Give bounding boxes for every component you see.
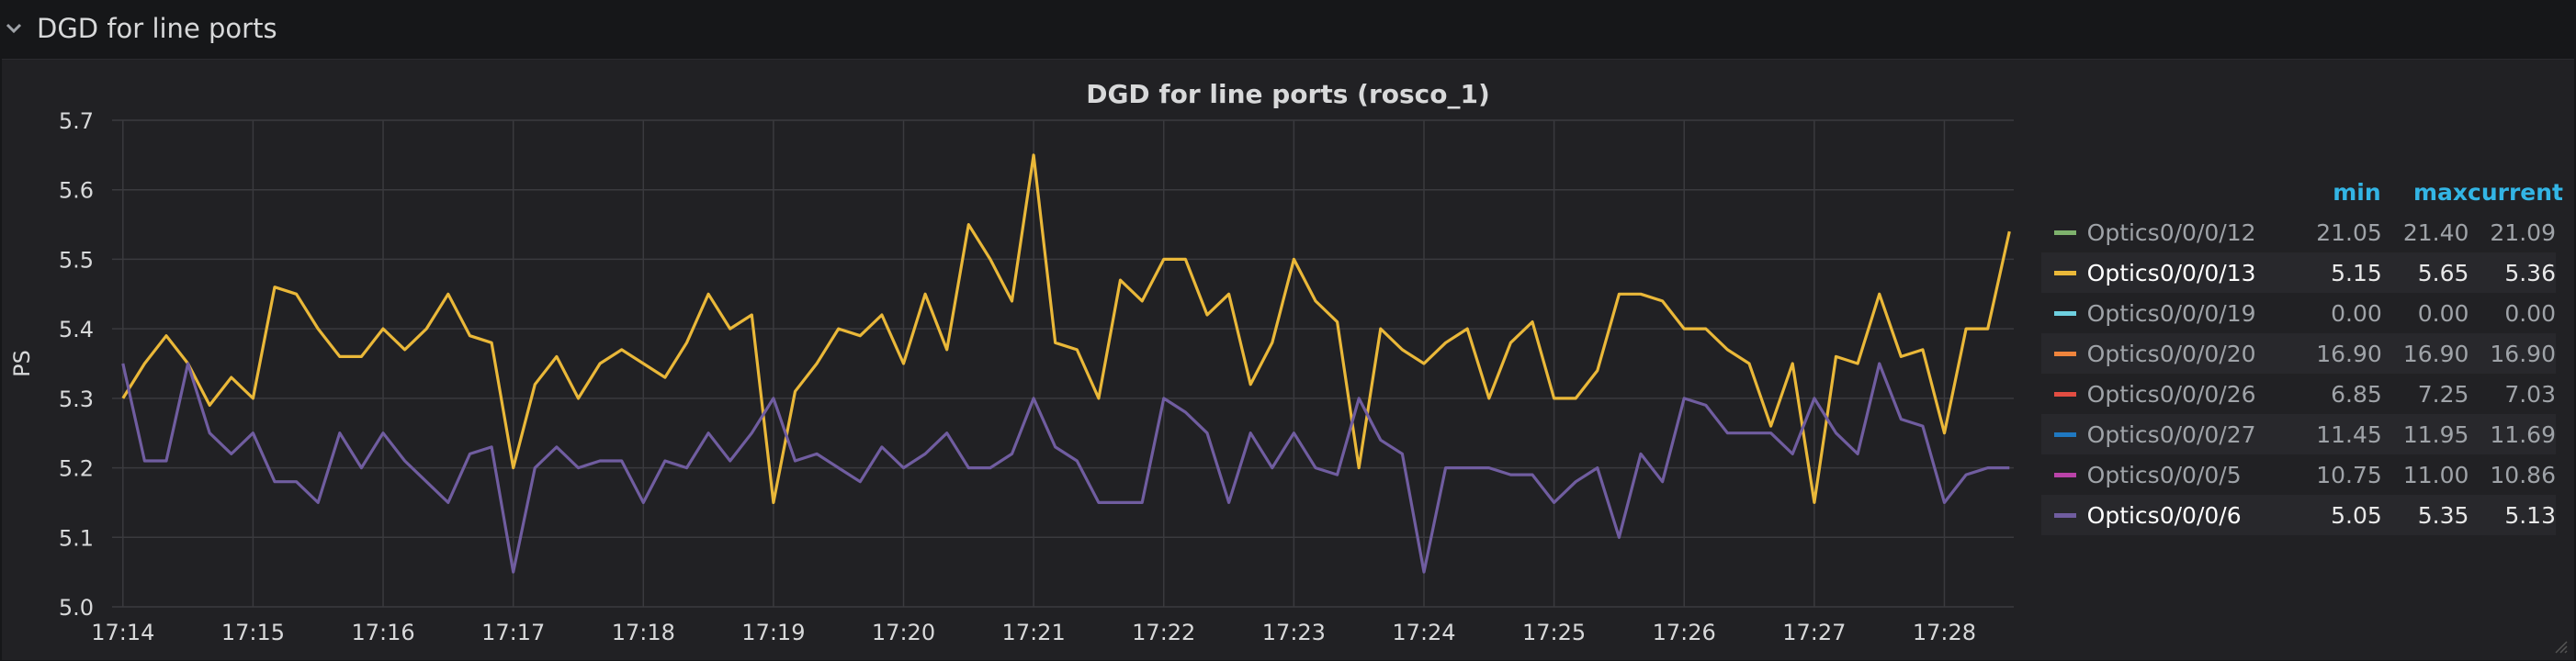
legend-swatch-icon[interactable] [2054,431,2076,437]
legend-item[interactable]: Optics0/0/0/5 10.75 11.00 10.86 [2041,454,2556,495]
legend-value-min: 6.85 [2331,380,2382,408]
series-line-Optics0-0-0-6[interactable] [121,362,2010,574]
x-tick-label: 17:27 [1782,620,1846,645]
legend-value-min: 21.05 [2316,218,2382,246]
graph-panel: DGD for line ports (rosco_1) 5.0 5.1 5.2 5.… [2,59,2574,660]
x-tick-label: 17:22 [1132,620,1195,645]
legend-item[interactable]: Optics0/0/0/13 5.15 5.65 5.36 [2041,252,2556,293]
x-tick-label: 17:24 [1392,620,1455,645]
legend-value-min: 16.90 [2316,340,2382,367]
y-tick-label: 5.2 [59,456,94,482]
x-tick-label: 17:21 [1002,620,1066,645]
legend-item[interactable]: Optics0/0/0/6 5.05 5.35 5.13 [2041,495,2556,535]
legend-swatch-icon[interactable] [2054,270,2076,275]
legend-value-min: 0.00 [2331,299,2382,327]
legend-item[interactable]: Optics0/0/0/12 21.05 21.40 21.09 [2041,212,2556,252]
legend-value-current: 11.69 [2490,420,2556,448]
legend-series-name[interactable]: Optics0/0/0/19 [2086,299,2256,327]
x-tick-label: 17:19 [741,620,805,645]
legend-header-min[interactable]: min [2333,178,2381,206]
legend-value-current: 10.86 [2490,461,2556,488]
y-tick-label: 5.5 [59,247,94,273]
row-title[interactable]: DGD for line ports [37,13,277,44]
resize-handle-icon[interactable] [2552,638,2569,655]
legend-value-min: 11.45 [2316,420,2382,448]
chevron-down-icon[interactable] [2,17,26,40]
legend-swatch-icon[interactable] [2054,310,2076,316]
line-chart[interactable]: 5.0 5.1 5.2 5.3 5.4 5.5 5.6 5.7 17:14 17:15 17:16 1… [2,60,2023,660]
y-tick-label: 5.4 [59,317,94,342]
legend-value-max: 0.00 [2417,299,2469,327]
legend-series-name[interactable]: Optics0/0/0/27 [2086,420,2256,448]
legend-value-min: 10.75 [2316,461,2382,488]
y-axis-label: PS [9,350,35,377]
legend-value-max: 5.35 [2417,501,2469,529]
x-tick-label: 17:20 [872,620,935,645]
legend-value-max: 5.65 [2417,259,2469,286]
legend-value-current: 5.36 [2504,259,2556,286]
x-tick-label: 17:28 [1913,620,1976,645]
legend-value-current: 7.03 [2504,380,2556,408]
legend-swatch-icon[interactable] [2054,512,2076,518]
panel-title[interactable]: DGD for line ports (rosco_1) [1086,79,1490,109]
legend-value-min: 5.05 [2331,501,2382,529]
x-tick-label: 17:25 [1522,620,1586,645]
legend-swatch-icon[interactable] [2054,391,2076,397]
y-tick-label: 5.7 [59,108,94,134]
legend-series-name[interactable]: Optics0/0/0/6 [2086,501,2242,529]
x-tick-label: 17:23 [1262,620,1326,645]
legend-value-max: 7.25 [2417,380,2469,408]
y-tick-label: 5.3 [59,387,94,412]
legend-value-max: 21.40 [2402,218,2469,246]
legend-item[interactable]: Optics0/0/0/27 11.45 11.95 11.69 [2041,414,2556,454]
legend-swatch-icon[interactable] [2054,472,2076,477]
legend-value-current: 0.00 [2504,299,2556,327]
y-tick-label: 5.6 [59,178,94,204]
legend-item[interactable]: Optics0/0/0/26 6.85 7.25 7.03 [2041,374,2556,414]
row-header[interactable]: DGD for line ports [0,0,2576,57]
legend-value-max: 16.90 [2402,340,2469,367]
legend-value-min: 5.15 [2331,259,2382,286]
series-line-Optics0-0-0-13[interactable] [121,153,2011,504]
legend-swatch-icon[interactable] [2054,230,2076,235]
legend-value-max: 11.00 [2402,461,2469,488]
x-tick-label: 17:14 [91,620,154,645]
legend: min max current Optics0/0/0/12 21.05 21.40… [2041,172,2563,535]
legend-series-name[interactable]: Optics0/0/0/13 [2086,259,2256,286]
x-tick-label: 17:17 [481,620,545,645]
legend-value-current: 16.90 [2490,340,2556,367]
x-tick-label: 17:26 [1653,620,1716,645]
x-tick-label: 17:16 [351,620,414,645]
x-tick-label: 17:15 [221,620,285,645]
y-tick-label: 5.0 [59,595,94,621]
legend-header: min max current [2041,172,2563,212]
legend-swatch-icon[interactable] [2054,351,2076,356]
legend-series-name[interactable]: Optics0/0/0/5 [2086,461,2242,488]
y-tick-label: 5.1 [59,525,94,551]
legend-value-current: 5.13 [2504,501,2556,529]
legend-value-max: 11.95 [2402,420,2469,448]
legend-header-max[interactable]: max [2412,178,2468,206]
legend-series-name[interactable]: Optics0/0/0/26 [2086,380,2256,408]
legend-value-current: 21.09 [2490,218,2556,246]
legend-series-name[interactable]: Optics0/0/0/20 [2086,340,2256,367]
legend-series-name[interactable]: Optics0/0/0/12 [2086,218,2256,246]
x-tick-label: 17:18 [612,620,675,645]
legend-item[interactable]: Optics0/0/0/20 16.90 16.90 16.90 [2041,333,2556,374]
legend-header-current[interactable]: current [2468,178,2563,206]
legend-item[interactable]: Optics0/0/0/19 0.00 0.00 0.00 [2041,293,2556,333]
